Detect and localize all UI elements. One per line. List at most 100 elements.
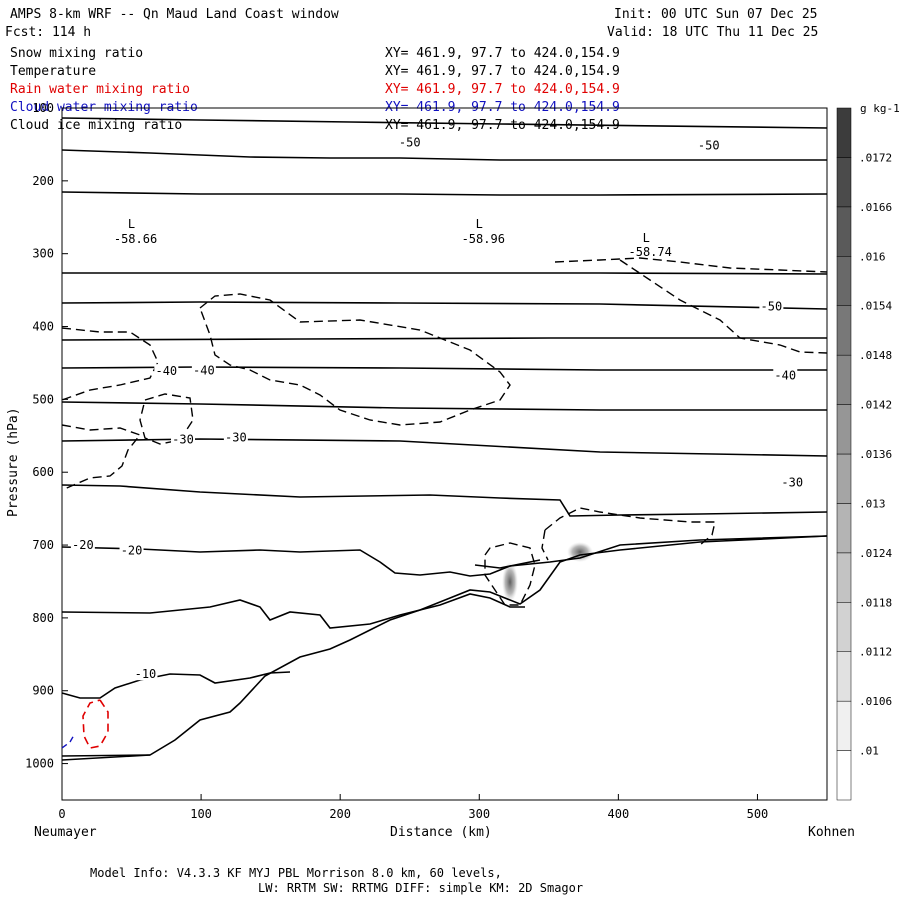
y-tick-label: 300 bbox=[32, 247, 54, 261]
temperature-label-bg bbox=[70, 538, 95, 552]
temperature-label-bg bbox=[133, 667, 158, 681]
isotherm-minus30 bbox=[61, 438, 828, 457]
colorbar-swatch bbox=[836, 602, 852, 652]
isotherm-minus40 bbox=[61, 366, 827, 371]
valid-time: Valid: 18 UTC Thu 11 Dec 25 bbox=[607, 25, 818, 40]
y-tick-label: 1000 bbox=[25, 757, 54, 771]
temperature-label: -20 bbox=[121, 543, 143, 557]
legend-xy-snow: XY= 461.9, 97.7 to 424.0,154.9 bbox=[385, 46, 620, 61]
temperature-label: -40 bbox=[155, 364, 177, 378]
temperature-label: -40 bbox=[774, 369, 796, 383]
colorbar-swatch bbox=[836, 750, 852, 801]
colorbar-tick-label: .0166 bbox=[859, 201, 892, 214]
colorbar-tick-label: .0118 bbox=[859, 596, 892, 609]
low-markers: L-58.66L-58.96 L-58.74 bbox=[114, 217, 672, 259]
temperature-label: -10 bbox=[135, 667, 157, 681]
y-tick-label: 200 bbox=[32, 174, 54, 188]
temperature-label-bg bbox=[191, 363, 216, 377]
legend-xy-cloud-ice: XY= 461.9, 97.7 to 424.0,154.9 bbox=[385, 118, 620, 133]
legend-xy-temperature: XY= 461.9, 97.7 to 424.0,154.9 bbox=[385, 64, 620, 79]
isotherm-300-a bbox=[62, 272, 828, 275]
colorbar-tick-label: .0148 bbox=[859, 349, 892, 362]
low-marker: L bbox=[128, 217, 135, 231]
temperature-label: -30 bbox=[225, 430, 247, 444]
y-tick-label: 800 bbox=[32, 611, 54, 625]
isotherm-500 bbox=[61, 401, 827, 411]
temperature-label-bg bbox=[780, 475, 805, 489]
snow-contour-left-upper bbox=[61, 327, 159, 401]
legend-xy-rain: XY= 461.9, 97.7 to 424.0,154.9 bbox=[385, 82, 620, 97]
low-value: -58.74 bbox=[629, 245, 672, 259]
y-axis-title: Pressure (hPa) bbox=[6, 407, 21, 517]
plot-frame bbox=[61, 107, 828, 801]
colorbar-tick-label: .0136 bbox=[859, 448, 892, 461]
x-tick-label: 300 bbox=[468, 807, 490, 821]
isotherm-minus10 bbox=[61, 671, 291, 699]
colorbar-swatch bbox=[836, 305, 852, 356]
init-time: Init: 00 UTC Sun 07 Dec 25 bbox=[614, 7, 818, 22]
isotherm-1000 bbox=[61, 754, 151, 757]
rain-water-contour bbox=[82, 699, 109, 749]
isotherm-400 bbox=[61, 337, 827, 341]
colorbar-tick-label: .0112 bbox=[859, 646, 892, 659]
temperature-label: -20 bbox=[72, 538, 94, 552]
y-tick-label: 100 bbox=[32, 101, 54, 115]
x-tick-label: 100 bbox=[190, 807, 212, 821]
colorbar-tick-label: .016 bbox=[859, 250, 886, 263]
colorbar-tick-label: .0142 bbox=[859, 399, 892, 412]
isotherm-upper-1 bbox=[61, 117, 828, 129]
temperature-label: -50 bbox=[698, 138, 720, 152]
y-tick-label: 900 bbox=[32, 684, 54, 698]
temperature-label-bg bbox=[397, 135, 422, 149]
temperature-labels: -50 -50 -50 -40 -40 -40 -30 -30 -30 -20 -20 -10 bbox=[70, 135, 805, 681]
y-tick-label: 500 bbox=[32, 392, 54, 406]
colorbar-swatch bbox=[836, 354, 852, 405]
snow-contour-blob-1 bbox=[484, 542, 536, 606]
snow-contour-left-trail bbox=[61, 424, 142, 491]
forecast-hour: Fcst: 114 h bbox=[5, 25, 91, 40]
isotherm-surface bbox=[61, 535, 828, 761]
model-info-line1: Model Info: V4.3.3 KF MYJ PBL Morrison 8… bbox=[90, 866, 502, 880]
colorbar-swatch bbox=[836, 700, 852, 751]
isotherm-800 bbox=[61, 593, 525, 629]
colorbar-swatch bbox=[836, 206, 852, 257]
x-axis: 0 100 200 300 400 500 bbox=[58, 794, 768, 821]
x-tick-label: 400 bbox=[608, 807, 630, 821]
colorbar-tick-label: .0154 bbox=[859, 300, 892, 313]
legend-name-temperature: Temperature bbox=[10, 64, 96, 79]
isotherm-600-lower bbox=[474, 559, 541, 569]
model-info-line2: LW: RRTM SW: RRTMG DIFF: simple KM: 2D S… bbox=[258, 881, 583, 895]
colorbar-swatch bbox=[836, 503, 852, 554]
snow-contour-blob-2 bbox=[544, 507, 716, 546]
y-tick-label: 700 bbox=[32, 538, 54, 552]
temperature-label: -40 bbox=[193, 363, 215, 377]
temperature-label: -30 bbox=[172, 433, 194, 447]
temperature-label-bg bbox=[154, 364, 179, 378]
isotherm-minus50-a bbox=[61, 149, 827, 161]
snow-max-shading-1 bbox=[502, 562, 518, 602]
figure-title: AMPS 8-km WRF -- Qn Maud Land Coast wind… bbox=[10, 7, 339, 22]
snow-contour-upper-right bbox=[554, 257, 828, 273]
isotherm-minus50-b bbox=[61, 301, 828, 310]
temperature-label-bg bbox=[171, 432, 196, 446]
colorbar-swatch bbox=[836, 651, 852, 702]
snow-contour-blob-2b bbox=[541, 529, 549, 561]
x-tick-label: 500 bbox=[747, 807, 769, 821]
low-value: -58.66 bbox=[114, 232, 157, 246]
temperature-label: -50 bbox=[399, 135, 421, 149]
snow-contour-upper-right-lobe bbox=[619, 259, 828, 354]
colorbar-swatch bbox=[836, 256, 852, 306]
colorbar-swatch bbox=[836, 404, 852, 455]
colorbar-tick-label: .0106 bbox=[859, 695, 892, 708]
colorbar-swatch bbox=[836, 107, 852, 158]
temperature-label-bg bbox=[759, 299, 784, 313]
x-end-location: Kohnen bbox=[808, 825, 855, 840]
temperature-label-bg bbox=[223, 430, 248, 444]
low-marker: L bbox=[476, 217, 483, 231]
colorbar-swatch bbox=[836, 552, 852, 603]
colorbar-swatch bbox=[836, 453, 852, 504]
y-tick-label: 600 bbox=[32, 465, 54, 479]
temperature-label-bg bbox=[696, 138, 721, 152]
temperature-label: -30 bbox=[781, 476, 803, 490]
y-axis: 100 200 300 400 500 600 700 800 900 1000 bbox=[25, 101, 68, 771]
